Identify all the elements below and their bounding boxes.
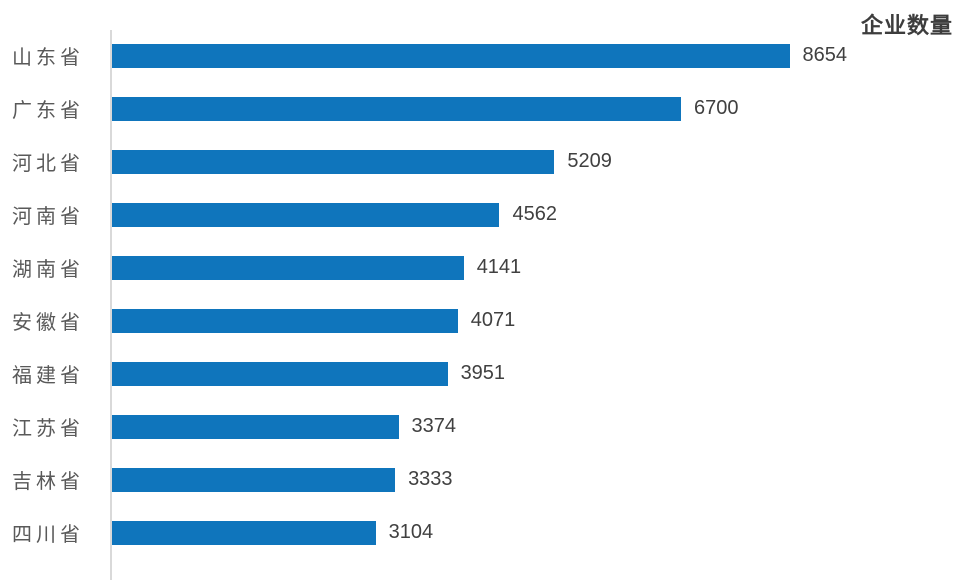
bar [112,520,376,545]
bar-area: 3333 [112,467,847,492]
chart-row: 安徽省 4071 [0,294,959,347]
chart-title: 企业数量 [860,13,953,38]
category-label: 河南省 [12,206,84,228]
bar [112,43,790,68]
value-label: 5209 [567,150,612,172]
chart-row: 四川省 3104 [0,506,959,559]
value-label: 6700 [694,97,739,119]
category-label: 山东省 [12,47,84,69]
value-label: 3333 [408,468,453,490]
chart-rows: 山东省 8654 广东省 6700 河北省 5209 河南省 4562 湖南省 4141 安徽省 40… [0,29,959,559]
chart-row: 湖南省 4141 [0,241,959,294]
category-label: 吉林省 [12,471,84,493]
bar-area: 3951 [112,361,847,386]
chart-row: 广东省 6700 [0,82,959,135]
chart-row: 福建省 3951 [0,347,959,400]
chart-row: 江苏省 3374 [0,400,959,453]
bar-area: 3104 [112,520,847,545]
category-label: 湖南省 [12,259,84,281]
category-label: 安徽省 [12,312,84,334]
bar-area: 6700 [112,96,847,121]
bar [112,308,458,333]
value-label: 4562 [512,203,557,225]
bar-area: 5209 [112,149,847,174]
category-label: 江苏省 [12,418,84,440]
bar-area: 4141 [112,255,847,280]
value-label: 4071 [470,309,516,331]
bar-area: 4562 [112,202,847,227]
category-label: 福建省 [12,365,84,387]
category-label: 广东省 [12,100,84,122]
bar-area: 3374 [112,414,847,439]
bar [112,361,448,386]
value-label: 3374 [411,415,457,437]
chart-row: 吉林省 3333 [0,453,959,506]
bar-area: 8654 [112,43,848,68]
y-axis-line [110,30,112,580]
bar [112,149,555,174]
category-label: 河北省 [12,153,84,175]
chart-row: 河南省 4562 [0,188,959,241]
value-label: 3104 [388,521,434,543]
bar [112,467,396,492]
bar [112,96,682,121]
bar-area: 4071 [112,308,847,333]
bar [112,414,399,439]
chart-row: 河北省 5209 [0,135,959,188]
chart-row: 山东省 8654 [0,29,959,82]
value-label: 3951 [460,362,506,384]
value-label: 4141 [476,256,522,278]
bar [112,255,464,280]
category-label: 四川省 [12,524,84,546]
value-label: 8654 [802,44,848,66]
bar [112,202,500,227]
